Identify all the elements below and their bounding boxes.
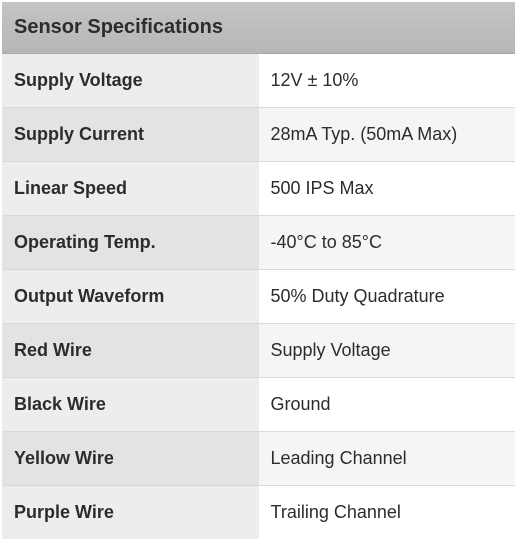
table-row: Supply Voltage 12V ± 10% [2,54,515,108]
table-row: Purple Wire Trailing Channel [2,486,515,540]
spec-value: 28mA Typ. (50mA Max) [259,108,516,162]
spec-label: Red Wire [2,324,259,378]
spec-value: 50% Duty Quadrature [259,270,516,324]
table-row: Black Wire Ground [2,378,515,432]
spec-value: Trailing Channel [259,486,516,540]
spec-label: Supply Current [2,108,259,162]
spec-label: Black Wire [2,378,259,432]
spec-label: Yellow Wire [2,432,259,486]
spec-label: Purple Wire [2,486,259,540]
spec-value: Ground [259,378,516,432]
spec-value: Supply Voltage [259,324,516,378]
spec-value: -40°C to 85°C [259,216,516,270]
spec-table-container: Sensor Specifications Supply Voltage 12V… [0,0,517,541]
table-row: Yellow Wire Leading Channel [2,432,515,486]
spec-label: Linear Speed [2,162,259,216]
table-row: Linear Speed 500 IPS Max [2,162,515,216]
spec-label: Operating Temp. [2,216,259,270]
spec-label: Output Waveform [2,270,259,324]
table-row: Output Waveform 50% Duty Quadrature [2,270,515,324]
spec-table: Sensor Specifications Supply Voltage 12V… [2,2,515,539]
table-title: Sensor Specifications [2,2,515,54]
spec-value: 12V ± 10% [259,54,516,108]
table-row: Red Wire Supply Voltage [2,324,515,378]
spec-value: 500 IPS Max [259,162,516,216]
spec-value: Leading Channel [259,432,516,486]
spec-label: Supply Voltage [2,54,259,108]
table-row: Operating Temp. -40°C to 85°C [2,216,515,270]
table-row: Supply Current 28mA Typ. (50mA Max) [2,108,515,162]
